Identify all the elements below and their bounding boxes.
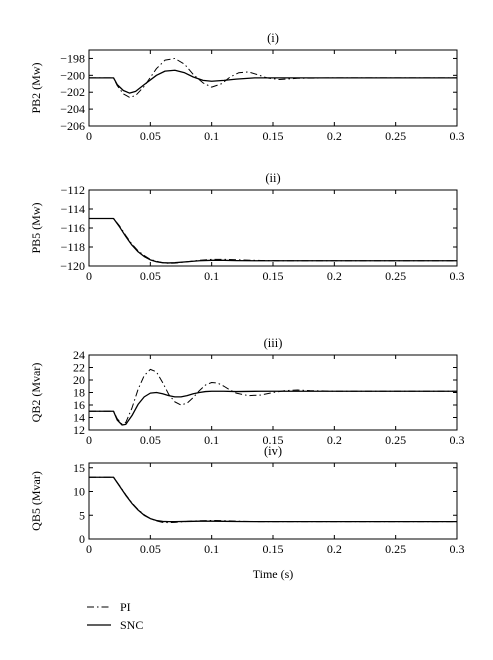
y-tick-label: −200 bbox=[60, 68, 85, 82]
series-line-snc bbox=[89, 390, 457, 426]
legend: PI SNC bbox=[87, 600, 143, 632]
x-tick-label: 0.25 bbox=[385, 433, 406, 447]
x-tick-label: 0.15 bbox=[263, 269, 284, 283]
y-axis-label: PB5 (Mw) bbox=[29, 202, 43, 253]
plot-frame bbox=[88, 462, 458, 540]
y-tick-label: 16 bbox=[73, 398, 85, 412]
chart-panel-1: (i) 0 0.05 0.1 0.15 0.2 0.25 0.3 −206 −204 −202 −20… bbox=[29, 31, 465, 143]
panel-title: (iii) bbox=[264, 336, 283, 350]
x-tick-label: 0.3 bbox=[450, 542, 465, 556]
x-tick-label: 0.25 bbox=[385, 269, 406, 283]
chart-panel-4: (iv) 0 0.05 0.1 0.15 0.2 0.25 0.3 0 5 10 15 QB5 (Mva… bbox=[29, 444, 465, 581]
y-tick-label: 5 bbox=[79, 508, 85, 522]
x-axis-label: Time (s) bbox=[253, 567, 294, 581]
panel-title: (iv) bbox=[264, 444, 282, 458]
legend-label-snc: SNC bbox=[120, 618, 143, 632]
x-tick-label: 0 bbox=[86, 129, 92, 143]
x-tick-label: 0.1 bbox=[204, 542, 219, 556]
y-tick-label: 20 bbox=[73, 373, 85, 387]
x-tick-label: 0.05 bbox=[140, 129, 161, 143]
series-line-snc bbox=[89, 476, 457, 523]
plot-frame bbox=[88, 49, 458, 127]
x-tick-label: 0.05 bbox=[140, 433, 161, 447]
panel-title: (ii) bbox=[265, 171, 280, 185]
y-tick-label: 22 bbox=[73, 361, 85, 375]
y-tick-label: −206 bbox=[60, 119, 85, 133]
x-tick-label: 0.2 bbox=[327, 542, 342, 556]
x-tick-label: 0.3 bbox=[450, 433, 465, 447]
y-tick-label: −204 bbox=[60, 102, 85, 116]
y-tick-label: −118 bbox=[61, 240, 85, 254]
series-line-pi bbox=[89, 57, 457, 98]
x-tick-label: 0.25 bbox=[385, 542, 406, 556]
y-tick-label: 18 bbox=[73, 386, 85, 400]
x-tick-label: 0.15 bbox=[263, 129, 284, 143]
x-tick-label: 0.1 bbox=[204, 269, 219, 283]
series-line-snc bbox=[89, 217, 457, 264]
y-tick-label: −116 bbox=[61, 221, 85, 235]
x-tick-label: 0.15 bbox=[263, 542, 284, 556]
y-tick-label: 24 bbox=[73, 348, 85, 362]
y-tick-label: 12 bbox=[73, 423, 85, 437]
y-tick-label: −198 bbox=[60, 51, 85, 65]
panel-title: (i) bbox=[267, 31, 279, 45]
y-tick-label: −112 bbox=[61, 183, 85, 197]
y-tick-label: 0 bbox=[79, 532, 85, 546]
y-tick-label: −120 bbox=[60, 259, 85, 273]
y-tick-label: 10 bbox=[73, 485, 85, 499]
x-tick-label: 0.3 bbox=[450, 129, 465, 143]
x-tick-label: 0.25 bbox=[385, 129, 406, 143]
y-tick-label: −114 bbox=[61, 202, 85, 216]
x-tick-label: 0.2 bbox=[327, 433, 342, 447]
y-tick-label: −202 bbox=[60, 85, 85, 99]
x-tick-label: 0.05 bbox=[140, 269, 161, 283]
plot-frame bbox=[88, 189, 458, 267]
x-tick-label: 0.2 bbox=[327, 269, 342, 283]
x-tick-label: 0.1 bbox=[204, 129, 219, 143]
x-tick-label: 0 bbox=[86, 269, 92, 283]
legend-label-pi: PI bbox=[120, 600, 131, 614]
series-line-snc bbox=[89, 69, 457, 94]
x-tick-label: 0.15 bbox=[263, 433, 284, 447]
x-tick-label: 0.1 bbox=[204, 433, 219, 447]
y-axis-label: QB5 (Mvar) bbox=[29, 471, 43, 531]
x-tick-label: 0 bbox=[86, 433, 92, 447]
x-tick-label: 0.2 bbox=[327, 129, 342, 143]
chart-panel-2: (ii) 0 0.05 0.1 0.15 0.2 0.25 0.3 −120 −118 −116 −1… bbox=[29, 171, 465, 283]
y-tick-label: 15 bbox=[73, 461, 85, 475]
x-tick-label: 0.05 bbox=[140, 542, 161, 556]
x-tick-label: 0 bbox=[86, 542, 92, 556]
y-tick-label: 14 bbox=[73, 411, 85, 425]
y-axis-label: PB2 (Mw) bbox=[29, 62, 43, 113]
y-axis-label: QB2 (Mvar) bbox=[29, 363, 43, 423]
x-tick-label: 0.3 bbox=[450, 269, 465, 283]
plot-frame bbox=[88, 354, 458, 431]
chart-panel-3: (iii) 0 0.05 0.1 0.15 0.2 0.25 0.3 1214161820222… bbox=[29, 336, 465, 447]
